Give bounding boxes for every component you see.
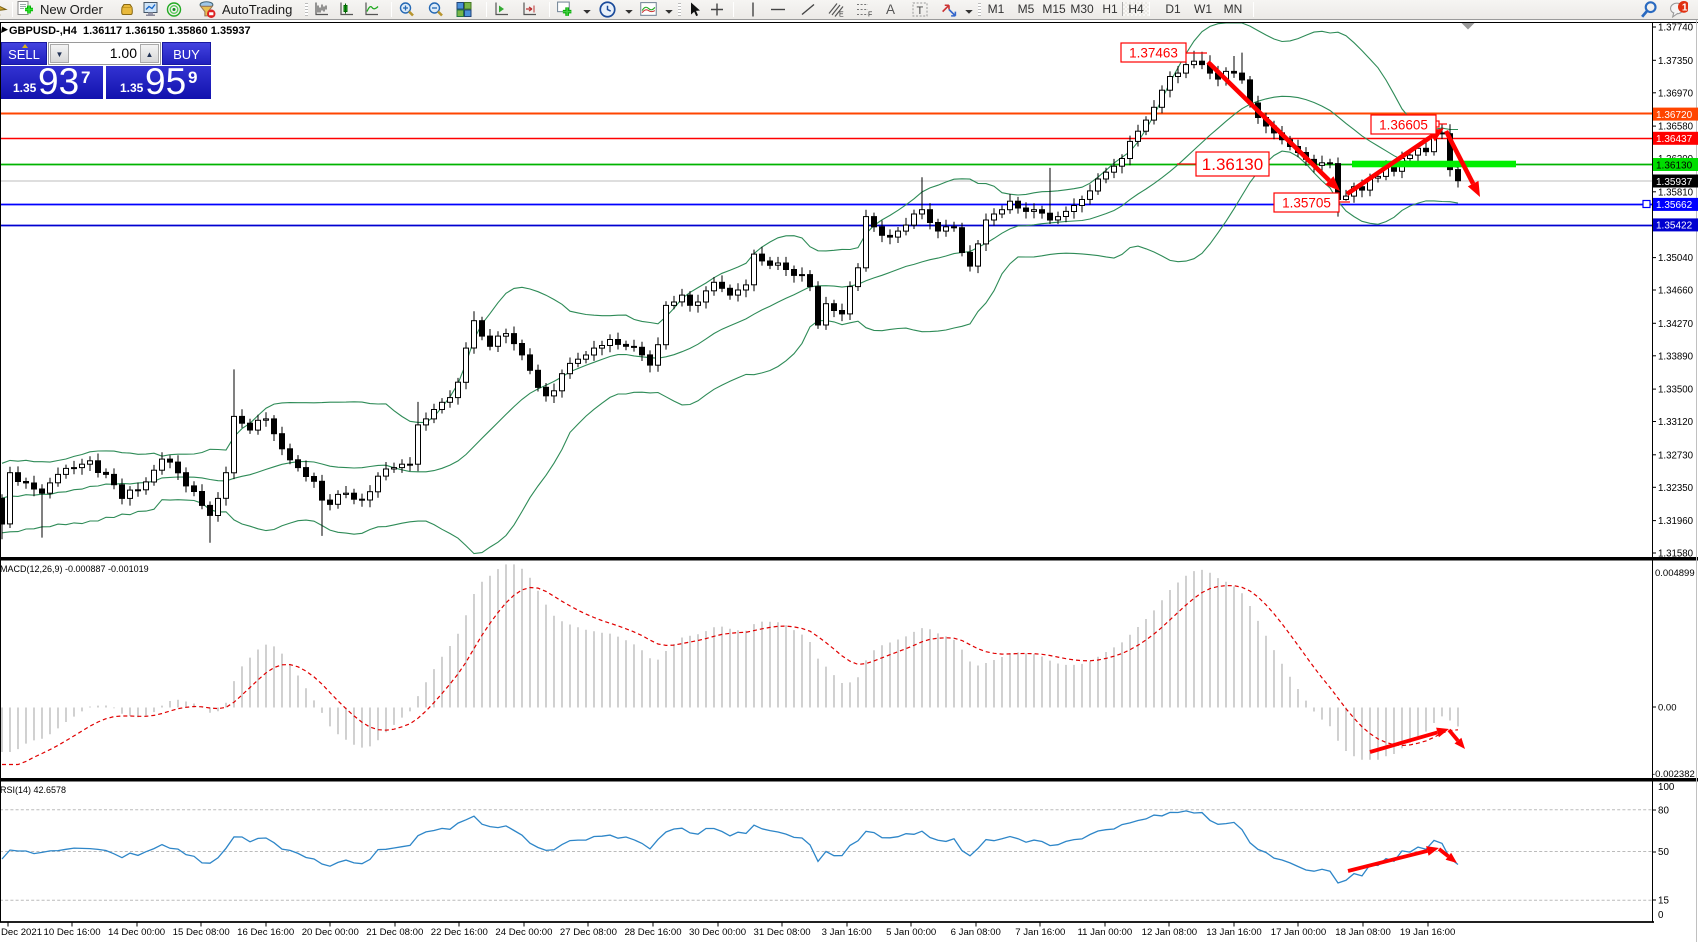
svg-text:14 Dec 00:00: 14 Dec 00:00 [108, 927, 165, 938]
svg-text:1.34660: 1.34660 [1658, 286, 1694, 297]
svg-text:16 Dec 16:00: 16 Dec 16:00 [237, 927, 294, 938]
svg-text:1.37350: 1.37350 [1658, 56, 1694, 67]
svg-text:1.34270: 1.34270 [1658, 319, 1694, 330]
svg-text:100: 100 [1658, 782, 1675, 793]
svg-text:1.32730: 1.32730 [1658, 450, 1694, 461]
svg-text:1.35040: 1.35040 [1658, 253, 1694, 264]
svg-text:1.33500: 1.33500 [1658, 385, 1694, 396]
svg-text:27 Dec 08:00: 27 Dec 08:00 [560, 927, 617, 938]
svg-text:0.00: 0.00 [1658, 703, 1677, 714]
svg-text:10 Dec 16:00: 10 Dec 16:00 [44, 927, 101, 938]
svg-text:21 Dec 08:00: 21 Dec 08:00 [366, 927, 423, 938]
svg-text:13 Jan 16:00: 13 Jan 16:00 [1206, 927, 1261, 938]
svg-text:1.35705: 1.35705 [1282, 195, 1331, 210]
svg-text:17 Jan 00:00: 17 Jan 00:00 [1271, 927, 1326, 938]
svg-text:80: 80 [1658, 806, 1669, 817]
svg-text:1.36130: 1.36130 [1656, 160, 1693, 171]
svg-text:1.35422: 1.35422 [1656, 221, 1693, 232]
svg-text:-0.002382: -0.002382 [1652, 769, 1695, 780]
svg-text:28 Dec 16:00: 28 Dec 16:00 [624, 927, 681, 938]
svg-text:1.36580: 1.36580 [1658, 122, 1694, 133]
svg-text:1.32350: 1.32350 [1658, 483, 1694, 494]
svg-text:T: T [917, 5, 924, 17]
svg-text:1.35810: 1.35810 [1658, 187, 1694, 198]
svg-text:1.37463: 1.37463 [1129, 45, 1178, 60]
svg-text:1.37740: 1.37740 [1658, 23, 1694, 34]
svg-text:22 Dec 16:00: 22 Dec 16:00 [431, 927, 488, 938]
svg-text:1.35937: 1.35937 [1656, 177, 1693, 188]
svg-text:1.36720: 1.36720 [1656, 110, 1693, 121]
svg-text:12 Jan 08:00: 12 Jan 08:00 [1142, 927, 1197, 938]
svg-text:15: 15 [1658, 896, 1669, 907]
svg-text:1.36605: 1.36605 [1379, 117, 1428, 132]
svg-text:1.35662: 1.35662 [1656, 200, 1693, 211]
svg-text:1.33120: 1.33120 [1658, 417, 1694, 428]
svg-text:1.36130: 1.36130 [1202, 155, 1263, 174]
svg-text:1.31960: 1.31960 [1658, 516, 1694, 527]
svg-text:30 Dec 00:00: 30 Dec 00:00 [689, 927, 746, 938]
svg-text:20 Dec 00:00: 20 Dec 00:00 [302, 927, 359, 938]
svg-text:19 Jan 16:00: 19 Jan 16:00 [1400, 927, 1455, 938]
svg-text:11 Jan 00:00: 11 Jan 00:00 [1077, 927, 1132, 938]
svg-text:18 Jan 08:00: 18 Jan 08:00 [1335, 927, 1390, 938]
svg-text:3 Jan 16:00: 3 Jan 16:00 [822, 927, 872, 938]
svg-text:0.004899: 0.004899 [1655, 568, 1695, 579]
svg-text:1: 1 [1682, 3, 1688, 14]
svg-text:1.36437: 1.36437 [1656, 134, 1693, 145]
svg-text:E: E [839, 12, 844, 19]
svg-text:24 Dec 00:00: 24 Dec 00:00 [495, 927, 552, 938]
svg-text:15 Dec 08:00: 15 Dec 08:00 [173, 927, 230, 938]
svg-text:F: F [868, 12, 872, 19]
svg-text:RSI(14) 42.6578: RSI(14) 42.6578 [0, 785, 66, 795]
svg-text:0: 0 [1658, 910, 1664, 921]
svg-text:1.31580: 1.31580 [1658, 549, 1694, 560]
svg-text:Dec 2021: Dec 2021 [1, 927, 42, 938]
svg-text:50: 50 [1658, 847, 1669, 858]
svg-text:GBPUSD-,H4 1.36117 1.36150 1.: GBPUSD-,H4 1.36117 1.36150 1.35860 1.359… [9, 25, 251, 37]
svg-text:1.36970: 1.36970 [1658, 88, 1694, 99]
svg-text:MACD(12,26,9) -0.000887 -0.001: MACD(12,26,9) -0.000887 -0.001019 [0, 564, 149, 574]
svg-text:7 Jan 16:00: 7 Jan 16:00 [1015, 927, 1065, 938]
svg-text:1.33890: 1.33890 [1658, 351, 1694, 362]
svg-text:31 Dec 08:00: 31 Dec 08:00 [754, 927, 811, 938]
svg-text:6 Jan 08:00: 6 Jan 08:00 [951, 927, 1001, 938]
svg-text:5 Jan 00:00: 5 Jan 00:00 [886, 927, 936, 938]
